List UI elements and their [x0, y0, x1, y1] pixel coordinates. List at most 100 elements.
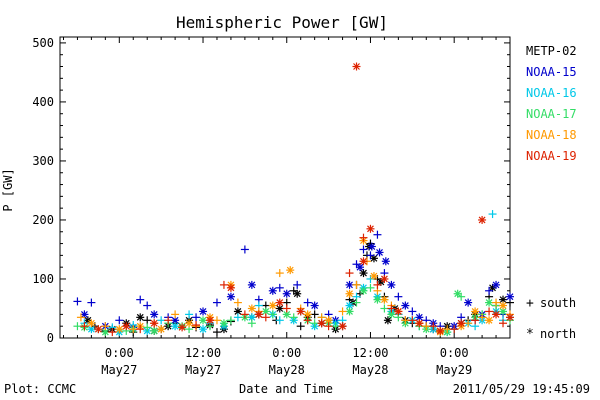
- x-tick-label-date: May27: [101, 363, 137, 377]
- south-point: [240, 310, 249, 319]
- star-stroke: [150, 310, 158, 318]
- north-point: [247, 304, 256, 313]
- legend-item-noaa-16: NOAA-16: [526, 86, 577, 100]
- south-point: [366, 283, 375, 292]
- star-stroke: [380, 275, 388, 283]
- north-point: [268, 301, 277, 310]
- south-point: [373, 230, 382, 239]
- star-stroke: [346, 302, 353, 309]
- north-point: [453, 289, 462, 298]
- star-stroke: [150, 319, 158, 327]
- south-point: [275, 269, 284, 278]
- star-stroke: [376, 248, 383, 256]
- south-point: [73, 297, 82, 306]
- star-stroke: [199, 308, 207, 315]
- star-stroke: [485, 316, 493, 324]
- legend-item-noaa-15: NOAA-15: [526, 65, 577, 79]
- north-point: [352, 62, 361, 71]
- star-stroke: [499, 308, 507, 315]
- star-stroke: [122, 322, 130, 330]
- north-point: [366, 224, 375, 233]
- south-point: [275, 283, 284, 292]
- star-stroke: [506, 313, 514, 321]
- south-point: [143, 316, 152, 325]
- south-point: [275, 316, 284, 325]
- star-stroke: [171, 316, 179, 324]
- y-tick-label: 400: [32, 95, 54, 109]
- star-stroke: [157, 325, 165, 333]
- south-point: [478, 313, 487, 322]
- x-tick-label-time: 12:00: [352, 346, 388, 360]
- star-stroke: [199, 316, 207, 324]
- south-point: [268, 310, 277, 319]
- south-point: [366, 251, 375, 260]
- star-stroke: [286, 266, 294, 274]
- star-stroke: [454, 290, 462, 298]
- marker-symbol: +: [526, 296, 534, 311]
- north-point: [380, 274, 389, 283]
- legend-item-metp-02: METP-02: [526, 44, 577, 58]
- north-point: [345, 289, 354, 298]
- star-stroke: [248, 281, 256, 289]
- star-stroke: [234, 308, 242, 315]
- south-point: [485, 307, 494, 316]
- star-stroke: [384, 316, 392, 324]
- south-point: [108, 328, 117, 337]
- legend-item-noaa-18: NOAA-18: [526, 128, 577, 142]
- south-point: [352, 280, 361, 289]
- south-point: [115, 316, 124, 325]
- south-point: [408, 316, 417, 325]
- x-tick-label-date: May27: [185, 363, 221, 377]
- south-point: [247, 319, 256, 328]
- chart-title: Hemispheric Power [GW]: [176, 13, 388, 32]
- north-point: [499, 307, 508, 316]
- north-point: [369, 272, 378, 281]
- star-stroke: [346, 290, 353, 298]
- x-tick-label-time: 12:00: [185, 346, 221, 360]
- north-point: [219, 319, 228, 328]
- south-point: [352, 298, 361, 307]
- star-stroke: [185, 319, 193, 327]
- series-noaa-19: [80, 62, 514, 337]
- star-stroke: [150, 327, 158, 335]
- north-point: [367, 242, 376, 251]
- south-point: [359, 245, 368, 254]
- south-point: [261, 313, 270, 322]
- star-stroke: [283, 290, 291, 298]
- y-tick-label: 100: [32, 272, 54, 286]
- star-stroke: [276, 305, 284, 312]
- star-stroke: [269, 287, 277, 295]
- star-stroke: [353, 63, 360, 70]
- south-point: [387, 304, 396, 313]
- series-noaa-18: [76, 236, 514, 337]
- south-point: [429, 322, 438, 331]
- star-stroke: [227, 293, 235, 301]
- star-stroke: [380, 296, 388, 304]
- north-point: [387, 280, 396, 289]
- star-stroke: [485, 299, 493, 307]
- south-point: [492, 298, 501, 307]
- south-point: [143, 323, 152, 332]
- south-point: [136, 295, 145, 304]
- star-stroke: [136, 313, 144, 321]
- x-tick-label-time: 0:00: [105, 346, 134, 360]
- star-stroke: [283, 310, 291, 318]
- south-point: [143, 301, 152, 310]
- legend-item-noaa-19: NOAA-19: [526, 149, 577, 163]
- star-stroke: [457, 319, 465, 327]
- south-point: [422, 322, 431, 331]
- north-point: [171, 322, 180, 331]
- footer-left: Plot: CCMC: [4, 382, 76, 396]
- south-point: [310, 310, 319, 319]
- south-point: [464, 319, 473, 328]
- south-point: [87, 298, 96, 307]
- x-axis-label: Date and Time: [239, 382, 333, 396]
- footer-right: 2011/05/29 19:45:09: [453, 382, 590, 396]
- star-stroke: [356, 263, 364, 271]
- star-stroke: [339, 322, 346, 330]
- south-point: [373, 280, 382, 289]
- south-point: [289, 313, 298, 322]
- south-point: [73, 322, 82, 331]
